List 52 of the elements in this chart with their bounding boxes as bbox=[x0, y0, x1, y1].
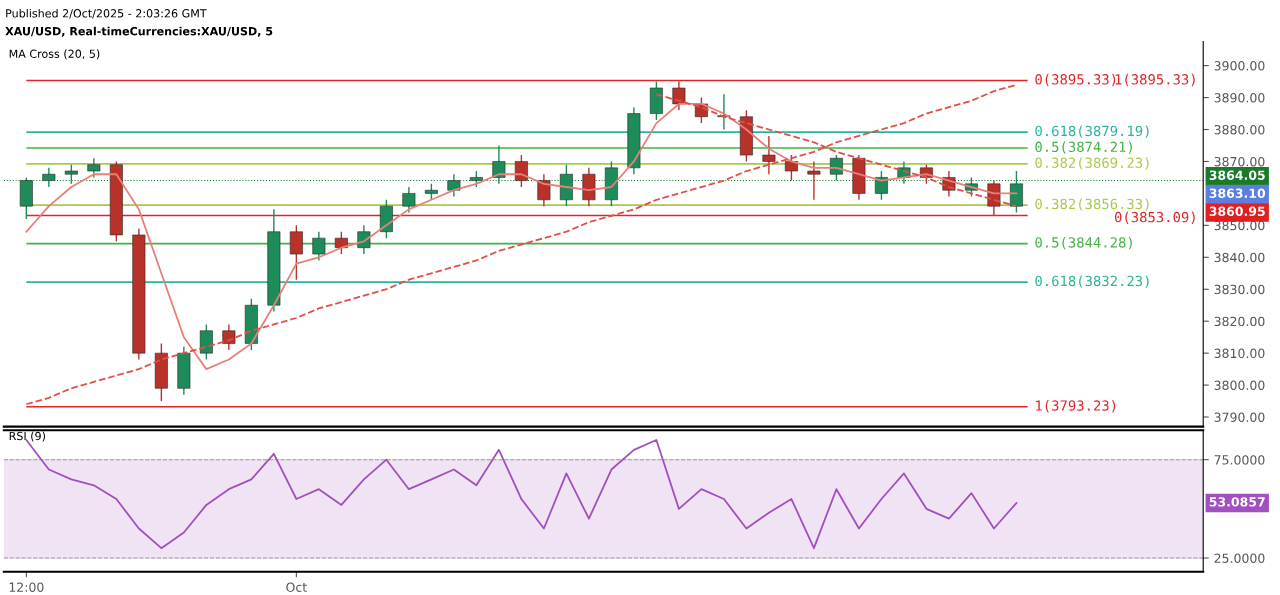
y-tick-label: 3890.00 bbox=[1214, 93, 1265, 103]
y-tick-label: 3870.00 bbox=[1214, 156, 1265, 167]
candlestick bbox=[492, 144, 506, 185]
y-tick-label: 3850.00 bbox=[1214, 220, 1265, 231]
text: 1(3895.33) bbox=[1115, 73, 1195, 87]
candlestick bbox=[762, 135, 776, 175]
ref-line-label: 0.618(3879.19) bbox=[1035, 125, 1149, 138]
candlestick bbox=[64, 163, 78, 185]
ref-line-label: 3864.05 bbox=[1209, 170, 1265, 180]
candlestick bbox=[334, 231, 348, 255]
ref-line-label: 0.382(3869.23) bbox=[1035, 157, 1149, 170]
candlestick bbox=[402, 186, 416, 214]
ref-line-label: 0.5(3874.21) bbox=[1035, 141, 1132, 154]
line-series bbox=[25, 83, 1018, 406]
candlestick bbox=[807, 160, 821, 201]
chart-title: Published 2/Oct/2025 - 2:03:26 GMT bbox=[6, 8, 207, 19]
ref-line-label: 0.618(3832.23) bbox=[1035, 275, 1149, 288]
y-tick-label: 3810.00 bbox=[1214, 348, 1265, 359]
y-tick-label: 3800.00 bbox=[1214, 380, 1265, 391]
x-tick-label: Oct bbox=[286, 582, 307, 592]
candlestick bbox=[42, 167, 56, 188]
candlestick bbox=[222, 323, 236, 351]
candlestick bbox=[312, 231, 326, 262]
text: 3863.10 bbox=[1209, 188, 1266, 198]
candlestick bbox=[289, 224, 303, 281]
candlestick bbox=[514, 154, 528, 188]
y-tick-label: 3880.00 bbox=[1214, 124, 1265, 135]
text: 53.0857 bbox=[1209, 497, 1265, 507]
y-tick-label: 75.0000 bbox=[1214, 455, 1265, 465]
chart-subtitle: XAU/USD, Real-timeCurrencies:XAU/USD, 5 bbox=[5, 26, 273, 37]
text: 3860.95 bbox=[1209, 206, 1265, 217]
y-tick-label: 3830.00 bbox=[1214, 284, 1265, 295]
y-tick-label: 25.0000 bbox=[1214, 553, 1265, 563]
candlestick bbox=[87, 157, 101, 179]
candlestick bbox=[672, 80, 686, 112]
x-tick-label: 12:00 bbox=[9, 582, 44, 592]
ref-line-label: 0.5(3844.28) bbox=[1035, 236, 1132, 250]
candlestick bbox=[1009, 170, 1023, 214]
ref-line-label: 0(3853.09) bbox=[1114, 211, 1195, 224]
y-tick-label: 3820.00 bbox=[1214, 316, 1265, 327]
ref-line-label: 0.382(3856.33) bbox=[1035, 198, 1149, 211]
y-tick-label: 3900.00 bbox=[1214, 61, 1265, 71]
y-tick-label: 3790.00 bbox=[1214, 412, 1265, 422]
ref-line-label: 1(3793.23) bbox=[1036, 400, 1116, 413]
annotation: MA Cross (20, 5) bbox=[9, 49, 100, 60]
candlestick bbox=[784, 154, 798, 182]
y-tick-label: 3840.00 bbox=[1214, 252, 1265, 263]
ref-line-label: 0(3895.33) bbox=[1035, 73, 1116, 87]
chart-title: RSI (9) bbox=[9, 431, 45, 442]
candlestick bbox=[447, 173, 461, 198]
candlestick bbox=[199, 323, 213, 361]
candlestick bbox=[874, 170, 888, 201]
